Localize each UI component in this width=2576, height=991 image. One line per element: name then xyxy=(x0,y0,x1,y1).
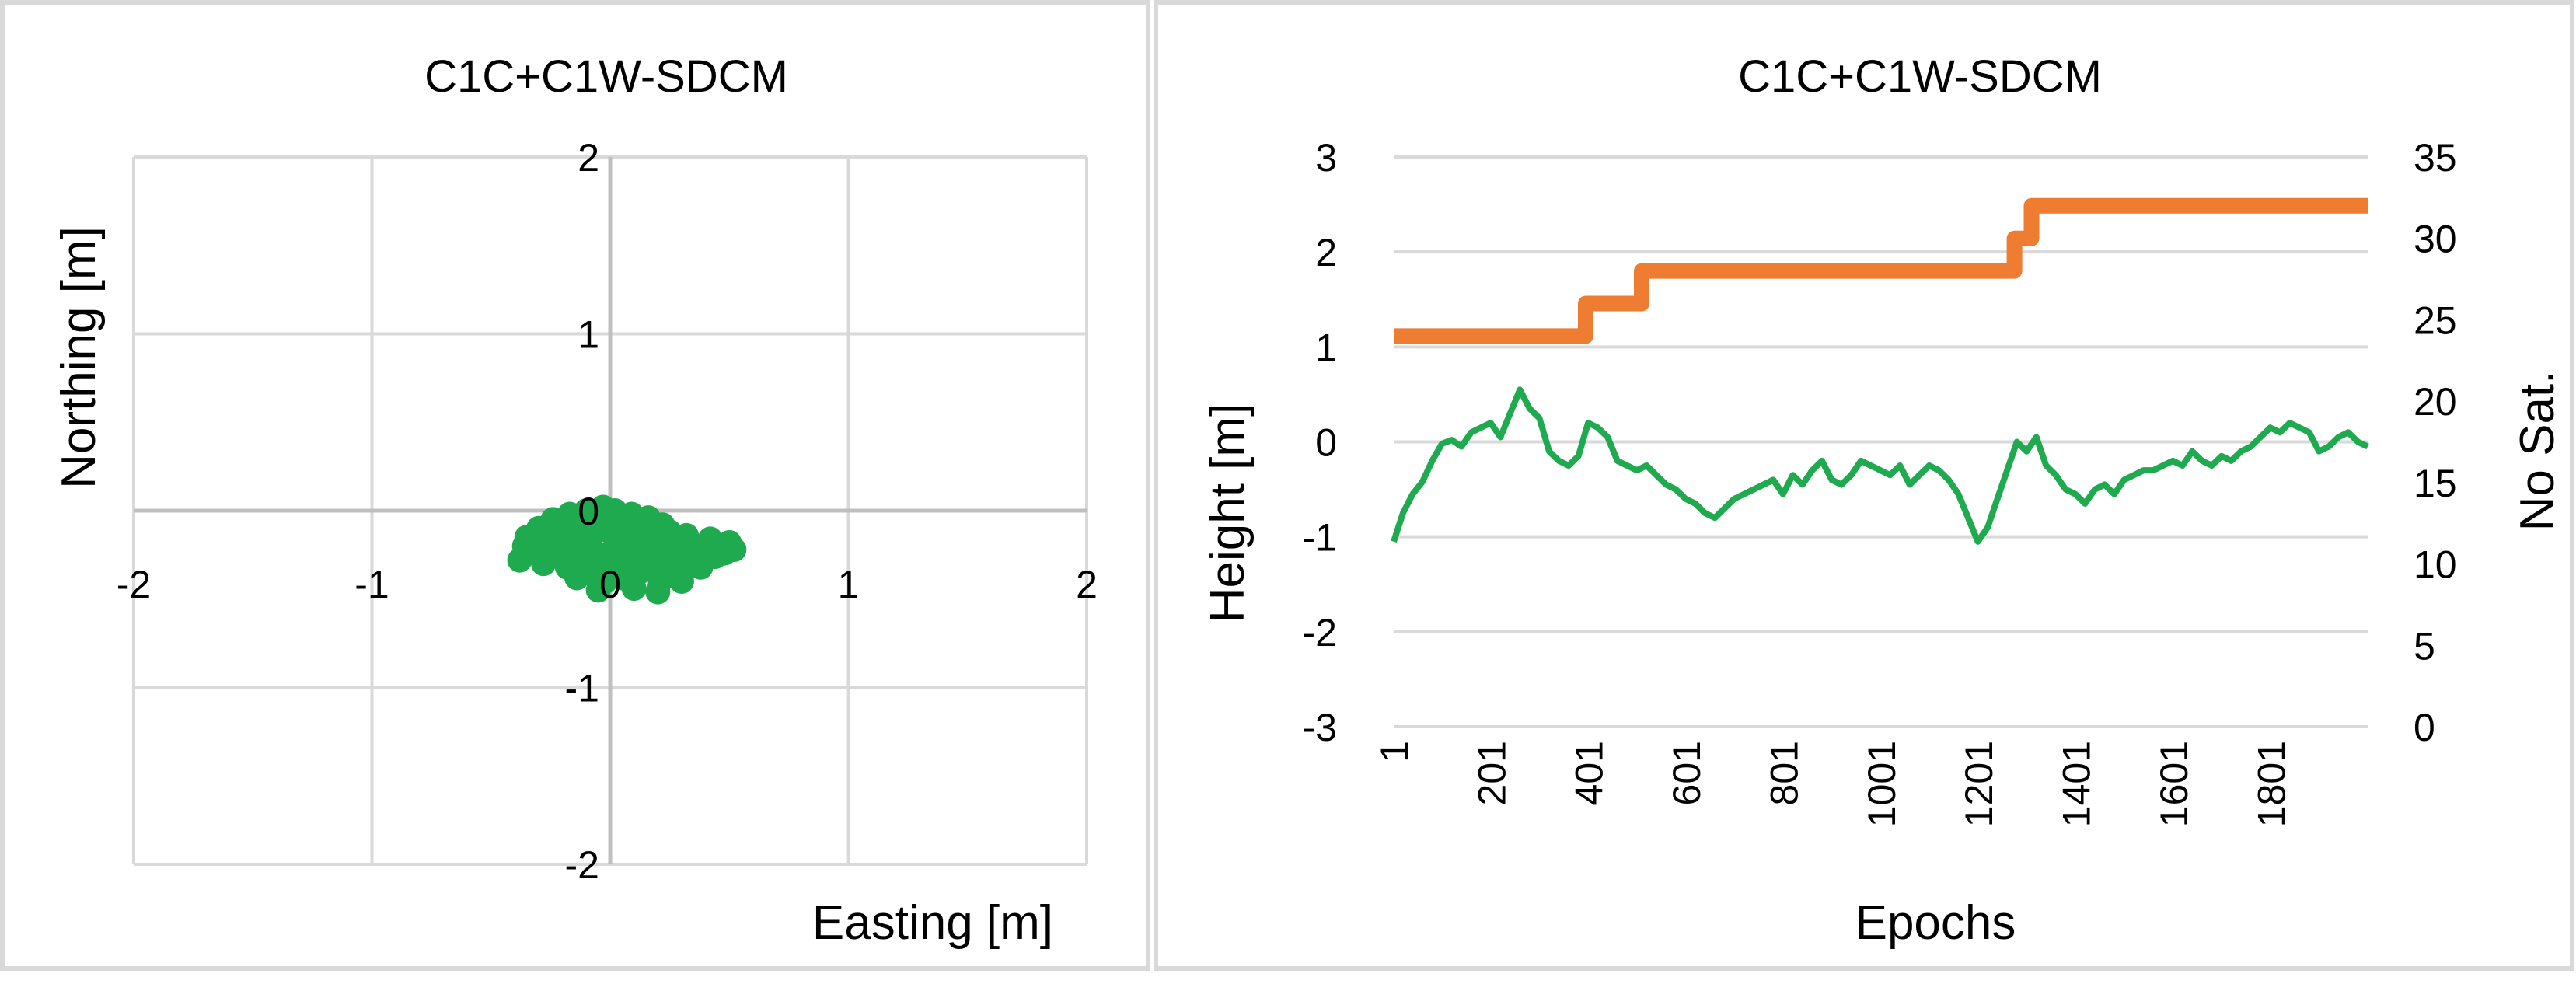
scatter-ytick: -2 xyxy=(565,843,599,887)
line-xlabel: Epochs xyxy=(1855,896,2016,950)
line-y2label: No Sat. xyxy=(2511,371,2564,532)
line-y2tick: 20 xyxy=(2414,380,2457,424)
line-xtick: 1201 xyxy=(1957,741,2001,827)
line-xtick: 601 xyxy=(1665,741,1709,805)
scatter-xtick: 2 xyxy=(1076,563,1098,606)
line-grid xyxy=(1394,155,2368,728)
line-xtick: 1801 xyxy=(2250,741,2293,827)
line-xtick: 201 xyxy=(1470,741,1513,805)
scatter-point xyxy=(511,533,537,559)
scatter-ticks: -2 -1 0 1 2 2 1 0 -1 -2 xyxy=(117,136,1098,887)
line-y2tick: 15 xyxy=(2414,462,2457,505)
scatter-ytick: -1 xyxy=(565,667,599,710)
line-xtick: 1601 xyxy=(2152,741,2196,827)
line-y2tick: 35 xyxy=(2414,136,2457,180)
line-ytick: 2 xyxy=(1315,231,1337,274)
left-panel-frame xyxy=(0,0,1150,971)
scatter-ytick: 1 xyxy=(578,313,599,357)
line-ytick: -2 xyxy=(1303,611,1337,654)
scatter-xtick: -1 xyxy=(354,563,389,606)
line-ytick: 1 xyxy=(1315,326,1337,369)
series-line-height xyxy=(1391,386,2369,545)
line-ytick: 0 xyxy=(1315,421,1337,465)
line-ylabel: Height [m] xyxy=(1201,403,1255,623)
line-series xyxy=(1391,197,2369,545)
line-ytick: -3 xyxy=(1303,706,1337,749)
scatter-title: C1C+C1W-SDCM xyxy=(424,51,788,102)
line-y2tick: 0 xyxy=(2414,706,2435,749)
scatter-point xyxy=(621,576,647,602)
scatter-ylabel: Northing [m] xyxy=(52,226,106,489)
scatter-ytick: 2 xyxy=(578,136,599,180)
line-xtick: 1001 xyxy=(1860,741,1904,827)
line-xtick: 401 xyxy=(1568,741,1611,805)
series-line-no-sat xyxy=(1394,197,2368,344)
scatter-xtick: -2 xyxy=(117,563,151,606)
scatter-xtick: 0 xyxy=(599,563,621,606)
scatter-xlabel: Easting [m] xyxy=(812,896,1053,950)
line-ytick: -1 xyxy=(1303,516,1337,560)
line-title: C1C+C1W-SDCM xyxy=(1738,51,2102,102)
scatter-point xyxy=(721,537,747,563)
line-xtick: 801 xyxy=(1762,741,1806,805)
line-xtick: 1 xyxy=(1373,741,1416,762)
scatter-point xyxy=(645,579,671,605)
line-y2tick: 10 xyxy=(2414,543,2457,587)
scatter-points xyxy=(507,494,747,605)
line-y2tick: 25 xyxy=(2414,298,2457,342)
scatter-ytick: 0 xyxy=(578,490,599,533)
line-ytick: 3 xyxy=(1315,136,1337,180)
line-xtick: 1401 xyxy=(2055,741,2099,827)
line-y2tick: 30 xyxy=(2414,218,2457,261)
scatter-xtick: 1 xyxy=(838,563,860,606)
scatter-point xyxy=(668,569,694,594)
right-panel-frame xyxy=(1154,0,2574,971)
scatter-chart: C1C+C1W-SDCM -2 -1 0 1 2 2 1 0 -1 -2 Northing [m]… xyxy=(52,51,1098,950)
scatter-point xyxy=(585,578,611,603)
line-y2tick: 5 xyxy=(2414,624,2435,668)
